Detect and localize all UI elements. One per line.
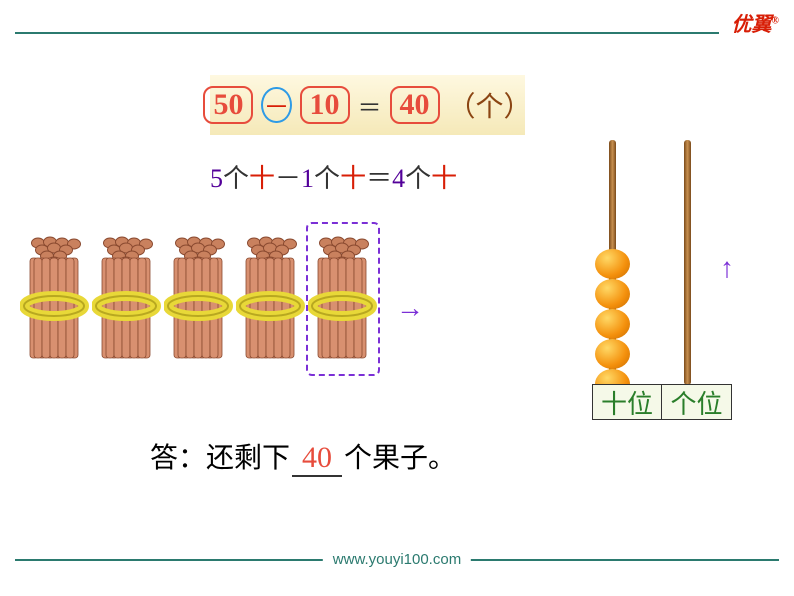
logo-sup: ® (772, 15, 779, 26)
abacus-bead (595, 339, 630, 369)
ones-label: 个位 (662, 384, 732, 420)
stick-bundles (20, 228, 378, 370)
stick-bundle (164, 228, 234, 370)
equation-box: 50 － 10 ＝ 40 （个） (210, 75, 525, 135)
stick-bundle (20, 228, 90, 370)
abacus-bead (595, 249, 630, 279)
equation-minus-icon: － (261, 87, 291, 123)
abacus (579, 140, 729, 420)
brand-logo: 优翼® (732, 8, 779, 37)
tens-label: 十位 (592, 384, 662, 420)
abacus-bead (595, 309, 630, 339)
footer-url: www.youyi100.com (323, 551, 471, 568)
equation-num2: 10 (300, 86, 350, 124)
equation-equals: ＝ (358, 88, 382, 123)
dashed-selection (306, 222, 380, 376)
equation-unit: （个） (448, 85, 532, 125)
answer-value: 40 (292, 441, 342, 477)
top-divider (15, 32, 719, 34)
arrow-right-icon: → (396, 293, 424, 325)
logo-text: 优翼 (732, 14, 772, 36)
answer-sentence: 答：还剩下 40 个果子。 (150, 436, 456, 477)
place-value-labels: 十位 个位 (592, 384, 732, 420)
stick-bundle (308, 228, 378, 370)
equation-num1: 50 (203, 86, 253, 124)
equation-result: 40 (390, 86, 440, 124)
answer-prefix: 答：还剩下 (150, 436, 290, 476)
answer-suffix: 个果子。 (344, 436, 456, 476)
explanation-text: 5个十－1个十＝4个十 (210, 158, 457, 195)
abacus-rod-ones (684, 140, 691, 385)
stick-bundle (236, 228, 306, 370)
stick-bundle (92, 228, 162, 370)
abacus-bead (595, 279, 630, 309)
arrow-up-icon: ↑ (720, 253, 734, 285)
